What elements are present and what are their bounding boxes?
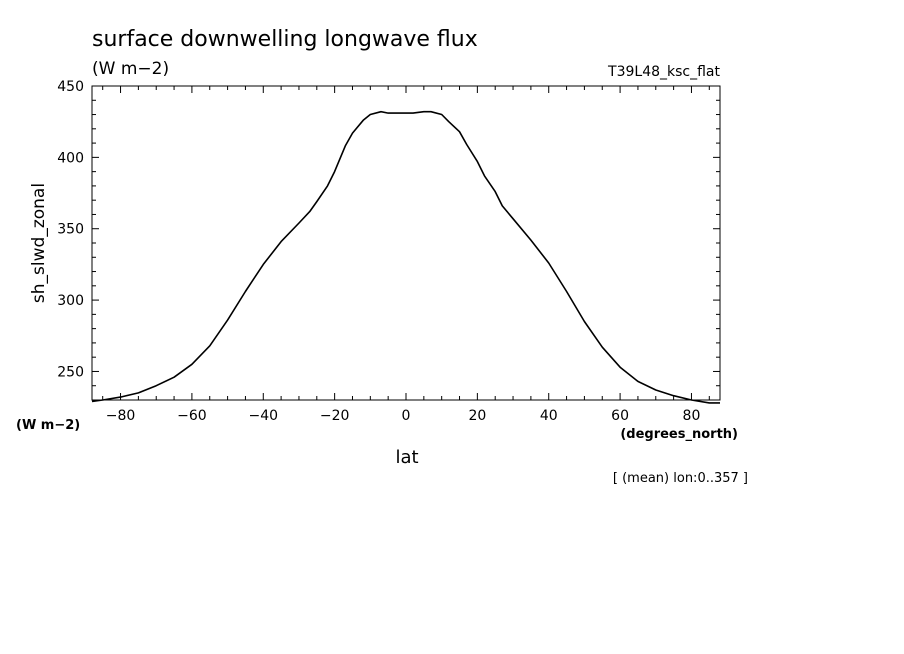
y-tick-label: 350	[57, 222, 84, 238]
x-tick-label: 80	[683, 408, 701, 424]
x-axis-ticks: −80 −60 −40 −20 0 20 40 60 80	[102, 86, 710, 424]
chart-subtitle: [ (mean) lon:0..357 ]	[613, 471, 748, 486]
x-tick-label: −40	[248, 408, 278, 424]
x-tick-label: −80	[106, 408, 136, 424]
y-axis-label: sh_slwd_zonal	[29, 183, 49, 303]
series-line	[91, 110, 720, 404]
x-axis-units: (degrees_north)	[620, 427, 738, 442]
series-layer	[91, 110, 720, 404]
experiment-label: T39L48_ksc_flat	[607, 64, 720, 80]
y-tick-label: 450	[57, 79, 84, 95]
y-axis-ticks: 250 300 350 400 450	[57, 79, 720, 387]
y-axis-units: (W m−2)	[16, 418, 80, 433]
x-tick-label: −60	[177, 408, 207, 424]
units-label: (W m−2)	[92, 59, 169, 79]
y-tick-label: 400	[57, 150, 84, 166]
y-tick-label: 300	[57, 293, 84, 309]
chart-title: surface downwelling longwave flux	[92, 27, 478, 52]
x-tick-label: 60	[611, 408, 629, 424]
x-tick-label: −20	[320, 408, 350, 424]
y-tick-label: 250	[57, 364, 84, 380]
plot-frame	[91, 85, 721, 401]
x-tick-label: 40	[540, 408, 558, 424]
x-tick-label: 20	[468, 408, 486, 424]
x-tick-label: 0	[402, 408, 411, 424]
x-axis-label: lat	[395, 447, 418, 468]
